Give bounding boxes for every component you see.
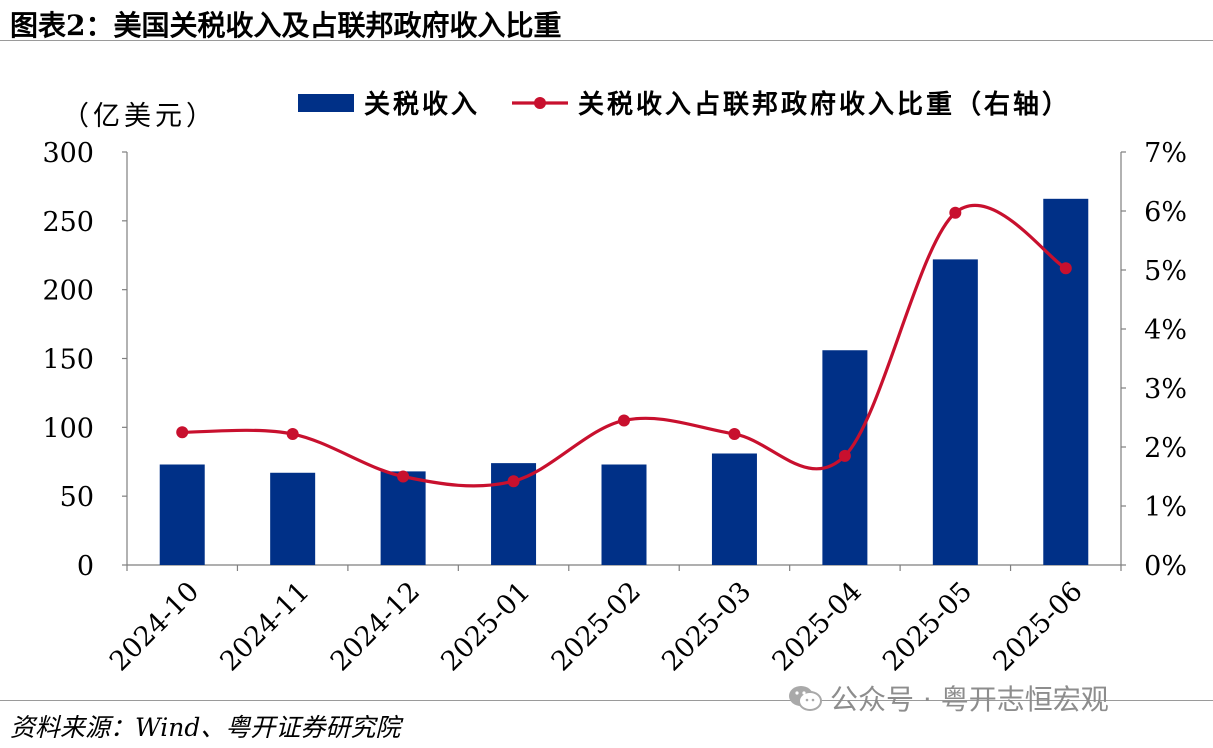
series-line — [182, 203, 1067, 488]
line-point — [949, 206, 962, 219]
y-tick-label-right: 6% — [1144, 197, 1187, 228]
y-tick-label-left: 50 — [60, 482, 94, 513]
source-note: 资料来源：Wind、粤开证券研究院 — [10, 713, 401, 742]
x-tick-label: 2025-04 — [767, 576, 868, 677]
line-point — [838, 449, 851, 462]
y-tick-label-right: 7% — [1144, 138, 1187, 169]
y-tick-label-left: 100 — [42, 413, 94, 444]
y-tick-label-left: 250 — [42, 207, 94, 238]
y-tick-label-left: 300 — [42, 138, 94, 169]
legend-label-bar: 关税收入 — [364, 90, 480, 120]
y-tick-label-right: 4% — [1144, 315, 1187, 346]
line-point — [1059, 262, 1072, 275]
line-point — [507, 475, 520, 488]
y-tick-label-right: 2% — [1144, 433, 1187, 464]
y-tick-label-right: 5% — [1144, 256, 1187, 287]
y-tick-label-right: 1% — [1144, 492, 1187, 523]
source-divider — [0, 700, 1213, 701]
legend: 关税收入 关税收入占联邦政府收入比重（右轴） — [298, 89, 1071, 120]
y-axis-label: （亿美元） — [62, 101, 217, 132]
line-point — [618, 414, 630, 427]
legend-label-line: 关税收入占联邦政府收入比重（右轴） — [578, 89, 1071, 120]
line-point — [286, 428, 299, 441]
x-tick-label: 2025-06 — [987, 576, 1088, 677]
y-tick-label-left: 200 — [42, 276, 94, 307]
x-tick-label: 2025-03 — [656, 576, 757, 677]
labels-layer: 0 50 100 150 200 250 300 0% 1% 2% 3% 4% 5% 6% 7% 2024-1… — [42, 101, 1187, 677]
x-tick-label: 2025-05 — [877, 576, 978, 677]
bar — [270, 472, 316, 565]
y-tick-label-left: 150 — [42, 345, 94, 376]
y-tick-label-right: 0% — [1144, 551, 1187, 582]
line-point — [176, 426, 189, 439]
line-point — [728, 428, 741, 441]
y-tick-label-right: 3% — [1144, 374, 1187, 405]
line-point — [397, 470, 410, 483]
bar — [159, 464, 205, 565]
x-tick-label: 2025-02 — [546, 576, 647, 677]
x-tick-label: 2024-12 — [325, 576, 426, 677]
chart-title: 图表2：美国关税收入及占联邦政府收入比重 — [10, 9, 562, 42]
title-divider — [0, 40, 1213, 41]
bars-layer — [159, 198, 1089, 565]
bar — [932, 259, 978, 565]
wechat-icon — [789, 686, 822, 711]
x-tick-label: 2025-01 — [435, 576, 536, 677]
bar — [1043, 198, 1089, 565]
bar — [380, 471, 426, 565]
watermark: 公众号 · 粤开志恒宏观 — [788, 678, 1109, 718]
legend-swatch-bar — [298, 94, 354, 112]
legend-swatch-marker — [534, 97, 546, 109]
bar — [711, 453, 757, 565]
x-tick-label: 2024-11 — [214, 576, 315, 677]
y-tick-label-left: 0 — [77, 551, 94, 582]
watermark-text: 公众号 · 粤开志恒宏观 — [830, 683, 1109, 716]
x-tick-label: 2024-10 — [104, 576, 205, 677]
bar — [601, 464, 647, 565]
line-layer — [176, 203, 1072, 488]
chart-canvas: 0 50 100 150 200 250 300 0% 1% 2% 3% 4% 5% 6% 7% 2024-1… — [42, 89, 1187, 677]
